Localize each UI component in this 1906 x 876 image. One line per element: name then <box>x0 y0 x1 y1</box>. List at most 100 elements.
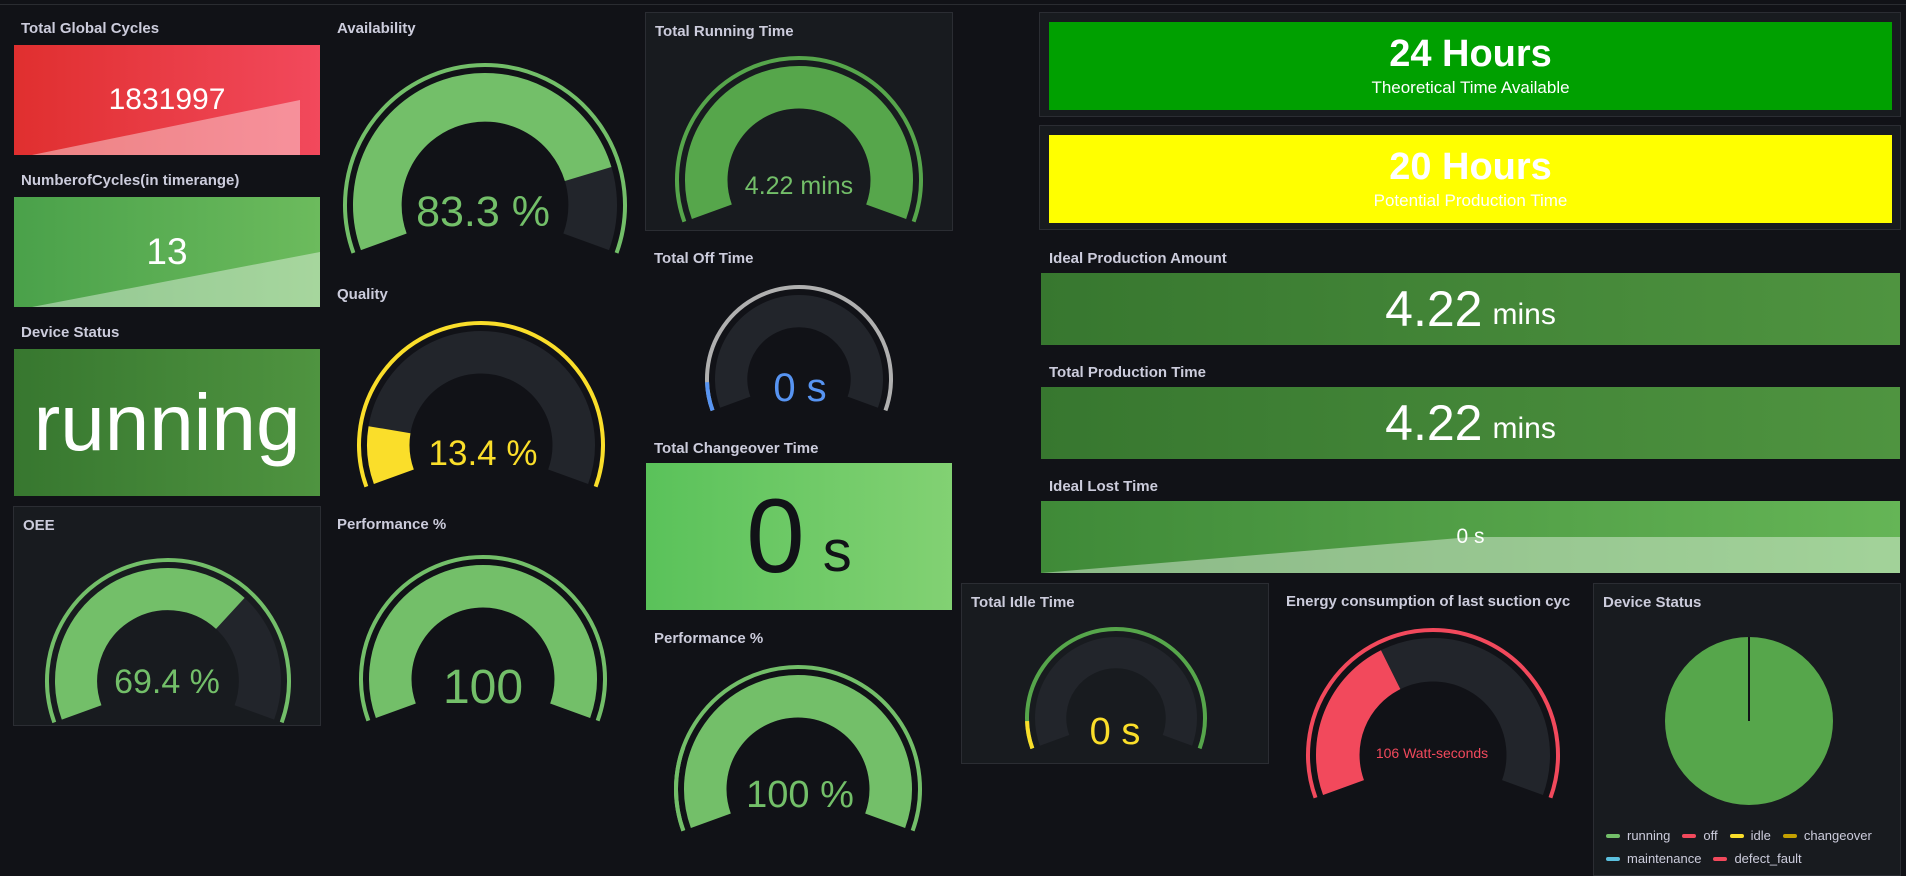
panel-title: Total Changeover Time <box>654 440 819 457</box>
gauge-value: 100 % <box>746 774 854 816</box>
panel-potential-time: 20 Hours Potential Production Time <box>1039 125 1901 230</box>
gauge-track <box>367 331 595 484</box>
gauge-arc <box>359 555 607 722</box>
panel-device-status-pie: Device Status running off idle changeover ma… <box>1593 583 1901 876</box>
legend-item-off[interactable]: off <box>1682 824 1718 847</box>
panel-title: Quality <box>337 286 388 303</box>
stat-total-global-cycles: 1831997 <box>14 45 320 155</box>
panel-title: Ideal Production Amount <box>1049 250 1227 267</box>
panel-availability: Availability 83.3 % <box>328 10 638 280</box>
gauge-value: 100 <box>442 661 524 714</box>
gauge-value-arc <box>684 675 912 828</box>
stat-value: 4.22 <box>1385 281 1483 337</box>
stat-label: Theoretical Time Available <box>1371 78 1570 97</box>
gauge-value-arc <box>55 568 245 720</box>
stat-value: 0 s <box>1456 525 1485 548</box>
panel-title: Total Running Time <box>655 23 794 40</box>
gauge-track <box>715 295 883 408</box>
gauge-threshold-band <box>1306 628 1560 799</box>
stat-unit: mins <box>1492 412 1556 445</box>
gauge-running-time <box>674 55 924 230</box>
panel-total-production-time: Total Production Time 4.22 mins <box>1040 354 1902 462</box>
legend-item-maintenance[interactable]: maintenance <box>1606 847 1701 870</box>
panel-title: Performance % <box>654 630 764 647</box>
gauge-arc <box>675 56 923 223</box>
panel-title: Availability <box>337 20 416 37</box>
panel-total-off-time: Total Off Time 0 s <box>645 240 955 420</box>
legend-item-changeover[interactable]: changeover <box>1782 824 1872 847</box>
stat-value: 13 <box>146 231 188 272</box>
panel-quality: Quality 13.4 % <box>328 276 638 496</box>
stat-device-status: running <box>14 349 320 496</box>
panel-title: Device Status <box>21 324 120 341</box>
gauge-arc <box>705 285 893 412</box>
gauge-arc <box>1306 628 1560 799</box>
legend-swatch <box>1682 833 1697 838</box>
panel-total-idle-time: Total Idle Time 0 s <box>961 583 1269 764</box>
gauge-performance <box>358 554 608 729</box>
gauge-threshold-band <box>675 56 923 223</box>
gauge-value-arc <box>685 66 913 219</box>
stat-label: Potential Production Time <box>1373 191 1568 210</box>
panel-performance-left: Performance % 100 <box>328 506 638 726</box>
sparkline <box>1041 537 1900 573</box>
stat-cycles-in-range: 13 <box>14 197 320 307</box>
legend-label: idle <box>1750 828 1771 843</box>
panel-energy-consumption: Energy consumption of last suction cycle… <box>1277 583 1587 799</box>
panel-ideal-production-amount: Ideal Production Amount 4.22 mins <box>1040 240 1902 348</box>
gauge-value-arc <box>369 565 597 718</box>
gauge-arc <box>1025 627 1207 750</box>
stat-value: running <box>33 377 301 467</box>
stat-changeover-time: 0 s <box>646 463 952 610</box>
gauge-value: 0 s <box>1089 711 1141 753</box>
legend-item-idle[interactable]: idle <box>1729 824 1771 847</box>
gauge-value: 0 s <box>773 366 827 410</box>
panel-cycles-in-range: NumberofCycles(in timerange) 13 <box>12 162 322 310</box>
gauge-off-time <box>704 284 894 424</box>
panel-performance-mid: Performance % 100 % <box>645 620 955 836</box>
panel-title: Performance % <box>337 516 447 533</box>
legend-label: defect_fault <box>1734 851 1802 866</box>
sparkline <box>32 252 320 307</box>
panel-theoretical-time: 24 Hours Theoretical Time Available <box>1039 12 1901 117</box>
panel-title: Total Production Time <box>1049 364 1206 381</box>
legend-swatch <box>1606 833 1620 838</box>
panel-total-changeover-time: Total Changeover Time 0 s <box>645 430 955 615</box>
gauge-track <box>1035 637 1197 746</box>
gauge-threshold-band <box>343 63 627 254</box>
stat-unit: mins <box>1492 298 1556 331</box>
legend-item-running[interactable]: running <box>1606 824 1670 847</box>
gauge-value: 4.22 mins <box>744 172 854 200</box>
stat-value: 1831997 <box>108 83 226 116</box>
panel-title: OEE <box>23 517 55 534</box>
legend-swatch <box>1729 833 1744 838</box>
gauge-threshold-lead <box>705 382 715 412</box>
legend-item-defect-fault[interactable]: defect_fault <box>1713 847 1802 870</box>
gauge-oee <box>44 557 292 727</box>
pie-legend: running off idle changeover maintenance defec… <box>1606 824 1896 870</box>
gauge-idle-time <box>1024 626 1208 766</box>
stat-potential-time: 20 Hours Potential Production Time <box>1049 135 1892 223</box>
gauge-threshold-band <box>45 558 291 724</box>
stat-value: 20 Hours <box>1389 146 1552 188</box>
stat-theoretical-time: 24 Hours Theoretical Time Available <box>1049 22 1892 110</box>
stat-ideal-lost-time: 0 s <box>1041 501 1900 573</box>
panel-title: Total Off Time <box>654 250 754 267</box>
stat-value: 4.22 <box>1385 395 1483 451</box>
stat-value: 24 Hours <box>1389 33 1552 75</box>
panel-title: NumberofCycles(in timerange) <box>21 172 240 189</box>
stat-unit: s <box>822 519 852 584</box>
gauge-energy <box>1305 627 1561 807</box>
gauge-threshold-band <box>359 555 607 722</box>
legend-swatch <box>1713 856 1728 861</box>
legend-label: maintenance <box>1627 851 1702 866</box>
panel-total-running-time: Total Running Time 4.22 mins <box>645 12 953 231</box>
legend-swatch <box>1606 856 1620 861</box>
dashboard-top-border <box>0 4 1906 5</box>
panel-title: Device Status <box>1603 594 1702 611</box>
gauge-threshold-lead <box>674 746 686 832</box>
pie-chart <box>1665 637 1833 805</box>
panel-title: Total Global Cycles <box>21 20 160 37</box>
panel-title: Total Idle Time <box>971 594 1075 611</box>
gauge-threshold-band <box>357 321 605 488</box>
